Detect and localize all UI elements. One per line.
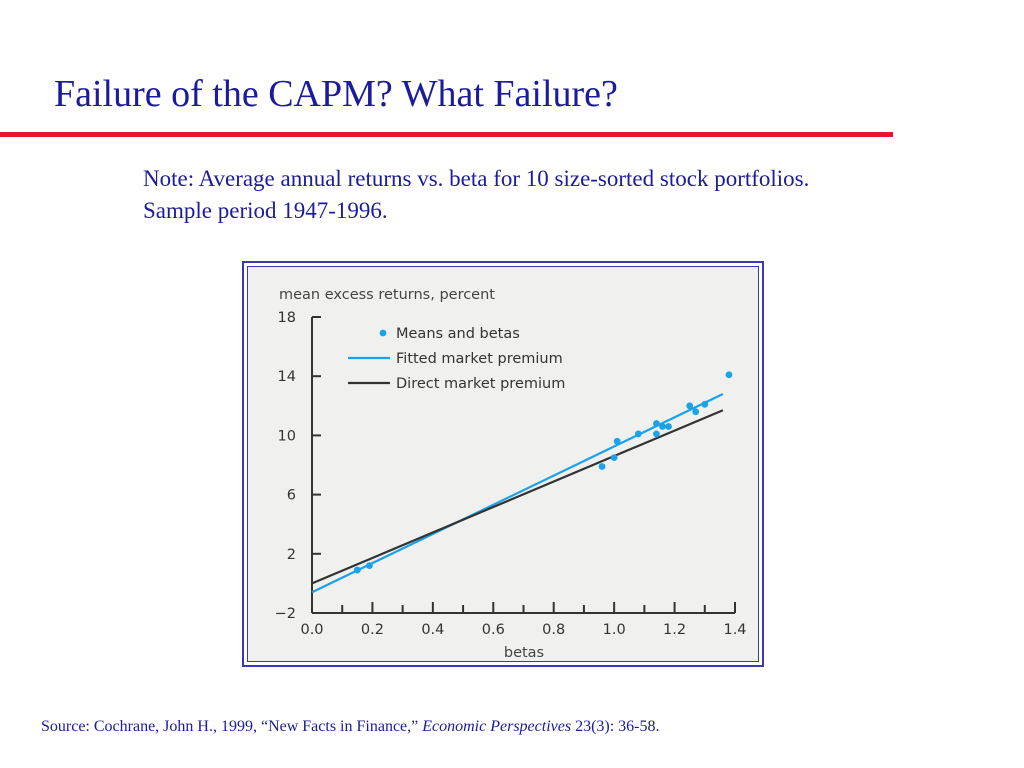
- legend-label: Fitted market premium: [396, 351, 563, 367]
- chart-frame: mean excess returns, percent betas 18 14 1…: [242, 261, 764, 667]
- data-point: [610, 454, 618, 461]
- data-point: [692, 408, 700, 416]
- data-point: [701, 400, 709, 408]
- data-point: [653, 420, 660, 427]
- x-axis-label: betas: [504, 645, 544, 661]
- data-point: [598, 463, 606, 470]
- plot-points: [353, 371, 733, 574]
- legend-label: Direct market premium: [396, 376, 565, 392]
- source-citation: Source: Cochrane, John H., 1999, “New Fa…: [41, 718, 660, 736]
- source-prefix: Source: Cochrane, John H., 1999, “New Fa…: [41, 718, 423, 735]
- note-line-2: Sample period 1947-1996.: [143, 198, 388, 223]
- y-tick-label: 6: [287, 488, 296, 504]
- y-tick-label: 18: [278, 310, 296, 326]
- source-journal: Economic Perspectives: [422, 718, 572, 735]
- plot-lines: [311, 392, 724, 594]
- source-suffix: 23(3): 36-58.: [571, 718, 660, 735]
- note-line-1: Note: Average annual returns vs. beta fo…: [143, 166, 810, 191]
- y-tick-label: 10: [278, 428, 296, 444]
- x-tick-label: 1.2: [663, 622, 686, 638]
- x-tick-label: 0.4: [421, 622, 444, 638]
- x-tick-label: 0.8: [542, 622, 565, 638]
- data-point: [725, 371, 733, 379]
- x-tick-label: 0.6: [482, 622, 505, 638]
- chart-panel: mean excess returns, percent betas 18 14 1…: [247, 266, 759, 662]
- direct-market-premium-line: [311, 409, 724, 585]
- fitted-market-premium-line: [311, 392, 724, 594]
- legend: Means and betas Fitted market premium Dire…: [348, 326, 565, 392]
- legend-marker-means: [379, 329, 387, 337]
- x-tick-label: 1.0: [603, 622, 626, 638]
- y-tick-label: −2: [275, 606, 296, 622]
- legend-label: Means and betas: [396, 326, 520, 342]
- x-tick-label: 0.0: [300, 622, 323, 638]
- y-axis-label: mean excess returns, percent: [279, 287, 495, 303]
- axes: 18 14 10 6 2 −20.0 0.2 0.4 0.6 0.8 1.0 1.2 1.4: [275, 310, 747, 638]
- x-tick-label: 1.4: [723, 622, 746, 638]
- data-point: [366, 562, 373, 570]
- data-point: [634, 430, 642, 438]
- y-tick-label: 14: [278, 369, 296, 385]
- y-tick-label: 2: [287, 547, 296, 563]
- data-point: [665, 423, 672, 430]
- data-point: [613, 437, 621, 445]
- title-underline: [0, 132, 893, 137]
- chart-note: Note: Average annual returns vs. beta fo…: [143, 163, 809, 227]
- slide-title: Failure of the CAPM? What Failure?: [54, 73, 618, 115]
- data-point: [686, 402, 694, 410]
- data-point: [353, 566, 361, 574]
- data-point: [653, 430, 660, 438]
- scatter-chart: mean excess returns, percent betas 18141…: [275, 287, 747, 661]
- data-point: [659, 423, 666, 430]
- x-tick-label: 0.2: [361, 622, 384, 638]
